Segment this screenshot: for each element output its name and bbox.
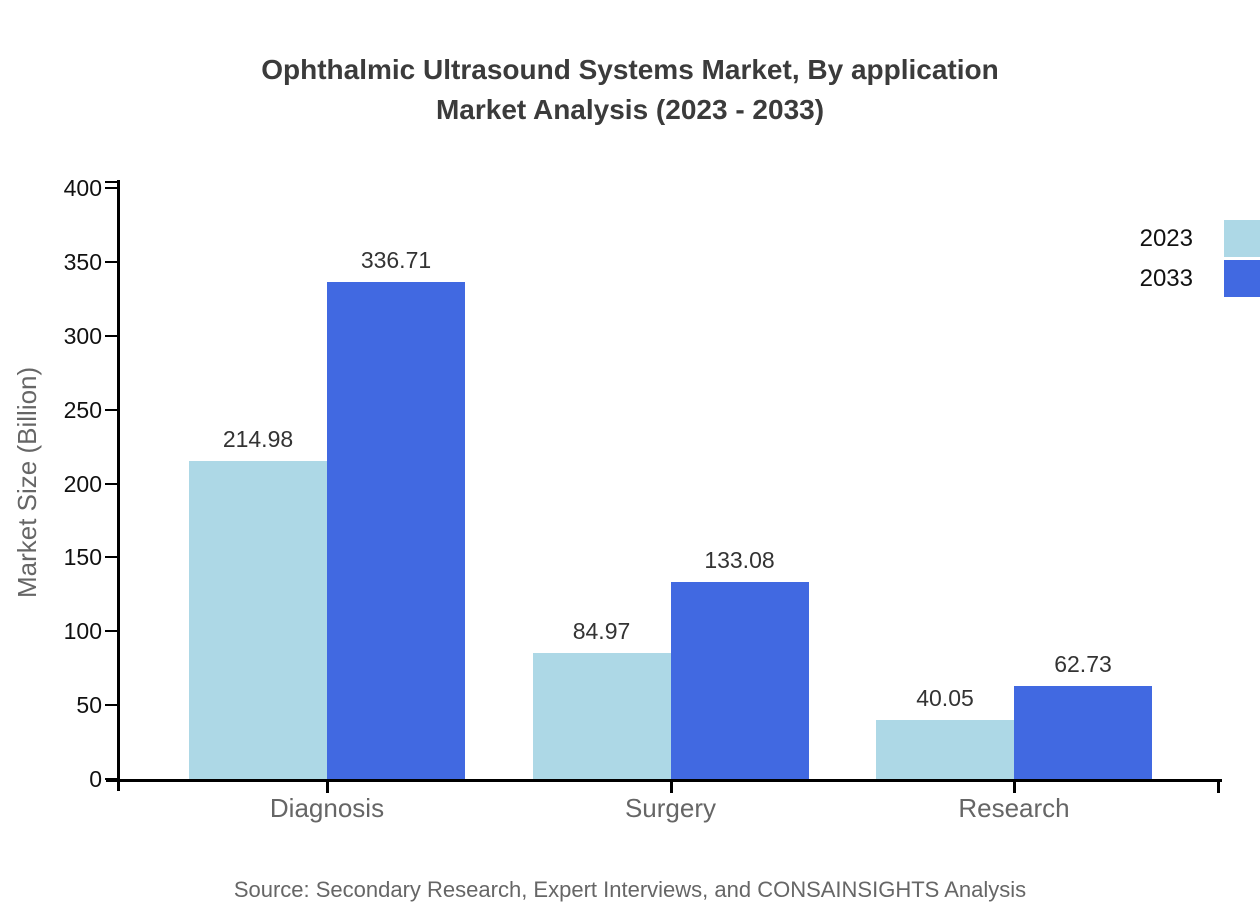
y-tick-50 [105, 704, 117, 707]
bar-2033-research [1014, 686, 1152, 779]
y-tick-300 [105, 334, 117, 337]
bar-2023-surgery [532, 653, 671, 779]
x-axis-end-tick [1217, 779, 1220, 793]
x-tick-research [1013, 779, 1016, 793]
y-tick-label-300: 300 [63, 322, 102, 349]
y-tick-label-350: 350 [63, 248, 102, 275]
bar-2023-research [876, 719, 1014, 779]
value-label-2033-surgery: 133.08 [704, 547, 775, 574]
legend-label-2023: 2023 [1139, 225, 1193, 252]
legend-swatch-2023 [1224, 220, 1260, 257]
bar-2023-diagnosis [189, 461, 327, 779]
chart-title-line1: Ophthalmic Ultrasound Systems Market, By… [261, 54, 999, 85]
y-tick-label-100: 100 [63, 618, 102, 645]
y-tick-label-150: 150 [63, 544, 102, 571]
y-tick-350 [105, 260, 117, 263]
y-tick-100 [105, 630, 117, 633]
category-label-surgery: Surgery [624, 793, 717, 823]
value-label-2033-diagnosis: 336.71 [360, 246, 432, 273]
y-tick-label-0: 0 [89, 766, 102, 792]
y-tick-label-400: 400 [63, 175, 102, 201]
chart-title-line2: Market Analysis (2023 - 2033) [435, 94, 825, 125]
bar-2033-diagnosis [327, 281, 465, 779]
y-axis-end-tick [105, 181, 120, 183]
y-tick-label-200: 200 [63, 470, 102, 497]
legend-swatch-2033 [1224, 260, 1260, 297]
x-tick-diagnosis [326, 779, 329, 793]
category-label-diagnosis: Diagnosis [269, 793, 385, 823]
y-tick-150 [105, 556, 117, 559]
y-tick-label-250: 250 [63, 396, 102, 423]
chart-title: Ophthalmic Ultrasound Systems Market, By… [0, 50, 1260, 130]
y-tick-200 [105, 482, 117, 485]
x-tick-surgery [669, 779, 673, 793]
x-axis-line [106, 779, 1222, 782]
y-tick-400 [105, 187, 117, 189]
source-note: Source: Secondary Research, Expert Inter… [233, 877, 1027, 902]
legend-label-2033: 2033 [1139, 265, 1193, 292]
value-label-2023-diagnosis: 214.98 [222, 426, 294, 453]
category-label-research: Research [958, 793, 1070, 823]
value-label-2023-research: 40.05 [916, 684, 974, 711]
y-tick-250 [105, 408, 117, 411]
y-axis-line [117, 180, 120, 791]
y-tick-0 [105, 778, 117, 780]
y-tick-label-50: 50 [76, 692, 102, 719]
value-label-2033-research: 62.73 [1054, 651, 1112, 678]
bar-2033-surgery [670, 582, 809, 779]
value-label-2023-surgery: 84.97 [572, 618, 631, 645]
